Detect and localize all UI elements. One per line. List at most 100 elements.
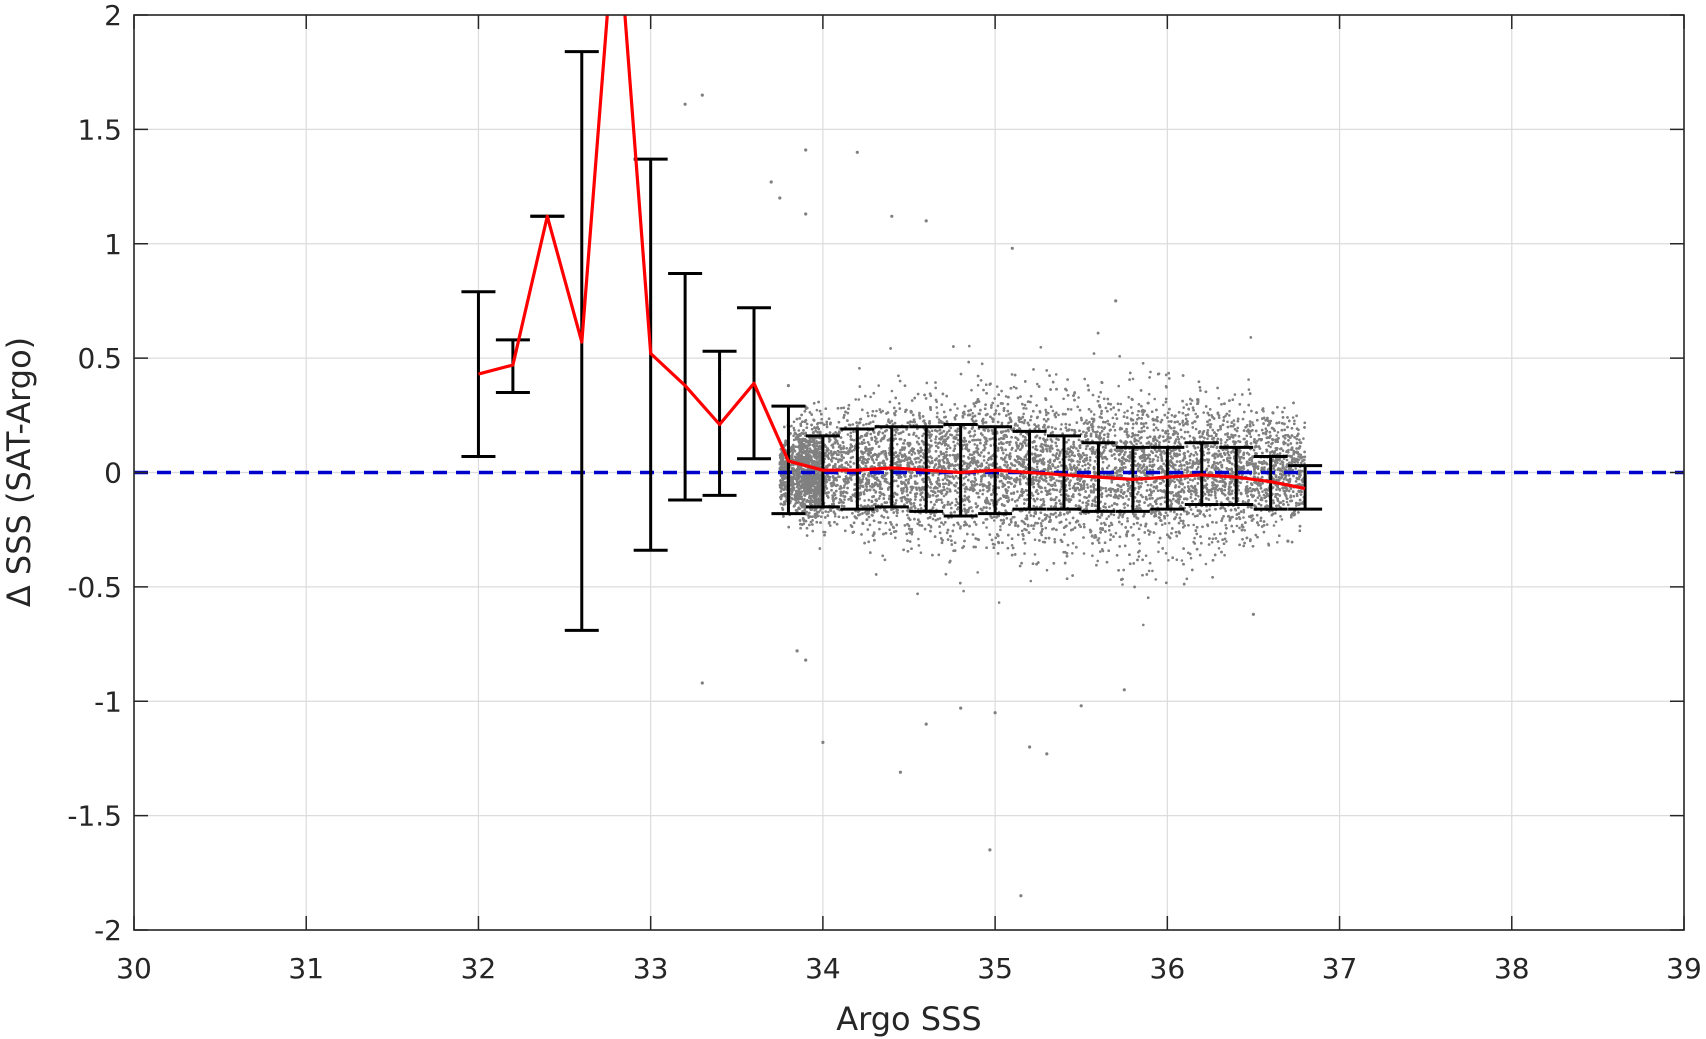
scatter-point	[1257, 472, 1260, 476]
scatter-point	[1144, 554, 1148, 557]
scatter-point	[792, 426, 796, 430]
scatter-point	[1195, 467, 1199, 471]
scatter-point	[1136, 467, 1140, 471]
scatter-point	[893, 433, 897, 437]
scatter-point	[1053, 538, 1056, 541]
scatter-point	[912, 486, 915, 489]
scatter-point	[1033, 538, 1037, 541]
scatter-point	[1110, 504, 1114, 507]
scatter-point	[1055, 479, 1058, 482]
scatter-point	[993, 519, 996, 522]
scatter-point	[890, 389, 894, 393]
scatter-point	[1217, 416, 1221, 420]
scatter-point	[1123, 411, 1126, 414]
scatter-point	[1101, 460, 1105, 464]
scatter-point	[950, 501, 954, 505]
scatter-point	[1113, 434, 1117, 437]
scatter-point	[1035, 465, 1039, 469]
scatter-point	[1173, 480, 1176, 484]
scatter-point	[1186, 551, 1190, 555]
scatter-point	[935, 406, 938, 409]
scatter-point	[1102, 437, 1106, 440]
scatter-point	[863, 499, 866, 502]
scatter-point	[1162, 403, 1165, 407]
scatter-point	[1227, 487, 1231, 491]
scatter-point	[1188, 461, 1191, 465]
scatter-point	[1036, 382, 1039, 386]
scatter-point	[1167, 420, 1171, 423]
scatter-point	[1023, 552, 1026, 555]
scatter-point	[1073, 482, 1077, 486]
scatter-point	[1217, 547, 1221, 550]
scatter-point	[1115, 441, 1119, 444]
scatter-point	[1084, 447, 1088, 451]
scatter-point	[1242, 508, 1246, 512]
scatter-point	[1154, 442, 1157, 445]
scatter-point	[1291, 416, 1295, 419]
scatter-point	[1213, 533, 1216, 536]
scatter-point	[1065, 455, 1068, 459]
scatter-point	[942, 494, 946, 498]
scatter-point	[1147, 569, 1151, 573]
scatter-point	[1154, 578, 1158, 581]
scatter-point	[1005, 453, 1008, 457]
scatter-point	[1236, 426, 1240, 430]
scatter-point	[1054, 484, 1057, 487]
scatter-point	[797, 429, 801, 432]
scatter-point	[1186, 413, 1190, 416]
scatter-point	[1059, 427, 1063, 431]
scatter-point	[1136, 413, 1139, 417]
scatter-point	[1196, 465, 1200, 469]
scatter-point	[995, 385, 999, 388]
scatter-point	[1096, 559, 1099, 563]
scatter-point	[963, 490, 967, 493]
scatter-point	[917, 537, 920, 541]
scatter-point	[1265, 523, 1269, 526]
scatter-point	[868, 443, 871, 446]
scatter-point	[1078, 460, 1081, 464]
scatter-point	[1075, 447, 1078, 450]
scatter-point	[1149, 370, 1152, 374]
scatter-point	[1262, 459, 1266, 463]
scatter-point	[1067, 438, 1070, 442]
scatter-point	[946, 431, 949, 434]
scatter-point	[840, 406, 843, 410]
scatter-point	[1146, 483, 1150, 487]
scatter-point	[968, 344, 971, 348]
scatter-point	[956, 442, 959, 445]
scatter-point	[829, 524, 832, 527]
scatter-point	[1156, 428, 1160, 432]
scatter-point	[862, 423, 865, 427]
scatter-point	[865, 422, 868, 426]
scatter-point	[1059, 493, 1063, 497]
scatter-point	[878, 527, 881, 531]
scatter-point	[1020, 529, 1024, 533]
scatter-point	[1241, 500, 1245, 503]
scatter-point	[1272, 524, 1276, 527]
scatter-point	[1156, 439, 1159, 443]
scatter-point	[877, 384, 880, 387]
scatter-point	[1120, 522, 1124, 526]
scatter-point	[1121, 583, 1124, 586]
scatter-point	[1077, 396, 1080, 399]
scatter-point	[1194, 505, 1198, 509]
scatter-point	[1097, 395, 1101, 399]
scatter-point	[922, 432, 926, 436]
scatter-point	[887, 418, 890, 421]
scatter-point	[854, 398, 857, 401]
scatter-point	[1002, 451, 1005, 455]
scatter-point	[1042, 497, 1045, 501]
scatter-point	[927, 523, 930, 527]
scatter-point	[1204, 562, 1208, 566]
scatter-point	[942, 523, 945, 526]
scatter-point	[1167, 559, 1170, 562]
scatter-point	[1069, 408, 1073, 411]
scatter-point	[1151, 569, 1154, 573]
scatter-point	[869, 395, 872, 399]
scatter-point	[851, 423, 855, 426]
scatter-point	[1014, 524, 1017, 527]
scatter-point	[1224, 523, 1227, 527]
scatter-point	[1120, 488, 1123, 492]
scatter-point	[1303, 458, 1306, 462]
scatter-point	[1160, 523, 1164, 527]
